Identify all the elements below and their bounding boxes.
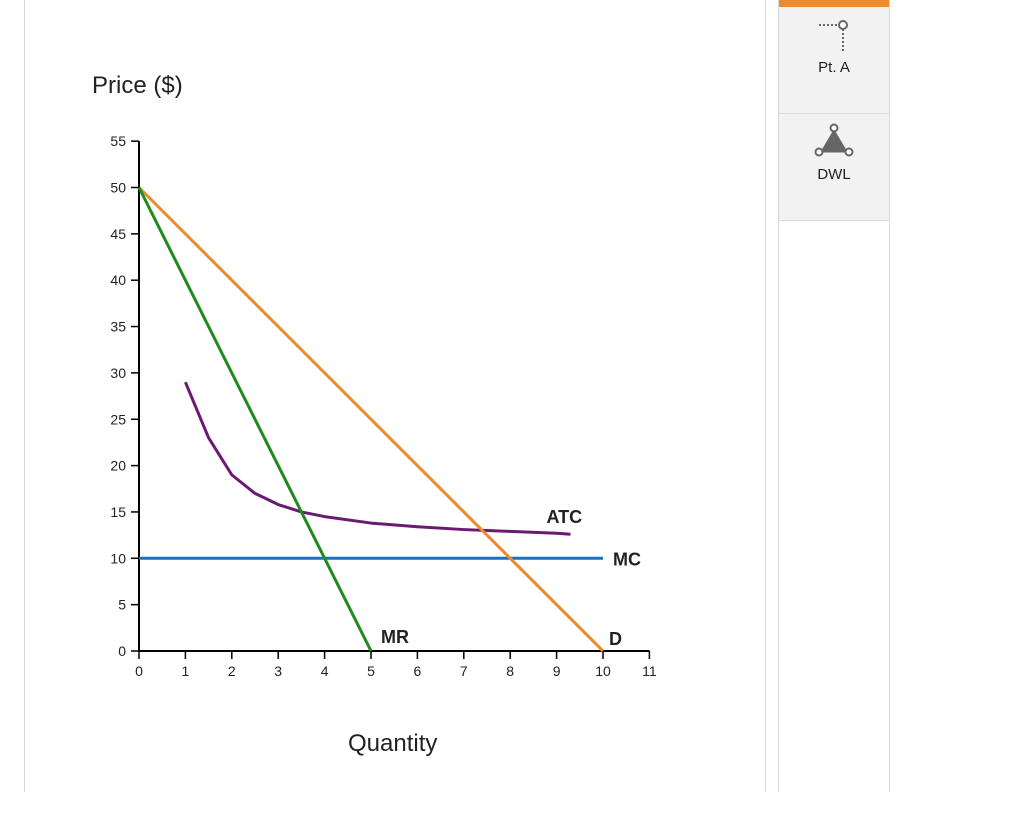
toolbox: Pt. A DWL — [778, 0, 890, 792]
series-label-mr: MR — [381, 627, 409, 647]
series-line-mr — [137, 186, 373, 652]
panel-right-border — [765, 0, 766, 792]
tool-point-a[interactable]: Pt. A — [779, 7, 889, 114]
panel-left-border — [24, 0, 25, 792]
y-tick-label: 30 — [110, 365, 126, 381]
y-tick-label: 20 — [110, 458, 126, 474]
y-tick-label: 35 — [110, 319, 126, 335]
y-tick-label: 15 — [110, 504, 126, 520]
y-tick-label: 0 — [118, 643, 126, 659]
series-label-d: D — [609, 629, 622, 649]
x-tick-label: 1 — [182, 663, 190, 679]
triangle-area-icon — [813, 122, 855, 167]
tool-dwl[interactable]: DWL — [779, 114, 889, 221]
x-tick-label: 7 — [460, 663, 468, 679]
x-tick-label: 10 — [595, 663, 611, 679]
y-tick-label: 50 — [110, 180, 126, 196]
series-line-atc — [184, 381, 571, 536]
y-tick-label: 25 — [110, 411, 126, 427]
point-tool-icon — [817, 11, 851, 60]
x-tick-label: 4 — [321, 663, 329, 679]
x-tick-label: 6 — [414, 663, 422, 679]
series-line-d — [137, 186, 605, 653]
y-tick-label: 45 — [110, 226, 126, 242]
y-tick-label: 5 — [118, 597, 126, 613]
x-tick-label: 5 — [367, 663, 375, 679]
y-tick-label: 55 — [110, 133, 126, 149]
x-axis-title: Quantity — [348, 730, 438, 757]
x-tick-label: 8 — [506, 663, 514, 679]
series-label-mc: MC — [613, 549, 641, 569]
x-tick-label: 9 — [553, 663, 561, 679]
x-tick-label: 3 — [274, 663, 282, 679]
y-tick-label: 40 — [110, 272, 126, 288]
x-tick-label: 0 — [135, 663, 143, 679]
graph-area[interactable]: 0 5 10 15 20 25 30 35 40 45 50 55 0 1 2 3 4 5 6 7 8 9 10 11 D MR M… — [0, 0, 765, 792]
y-tick-label: 10 — [110, 550, 126, 566]
series-label-atc: ATC — [547, 507, 583, 527]
tool-dwl-label: DWL — [817, 166, 851, 183]
y-axis-title: Price ($) — [92, 72, 183, 99]
toolbox-accent — [779, 0, 889, 7]
x-tick-label: 11 — [642, 663, 657, 679]
x-tick-label: 2 — [228, 663, 236, 679]
tool-point-a-label: Pt. A — [818, 59, 850, 76]
